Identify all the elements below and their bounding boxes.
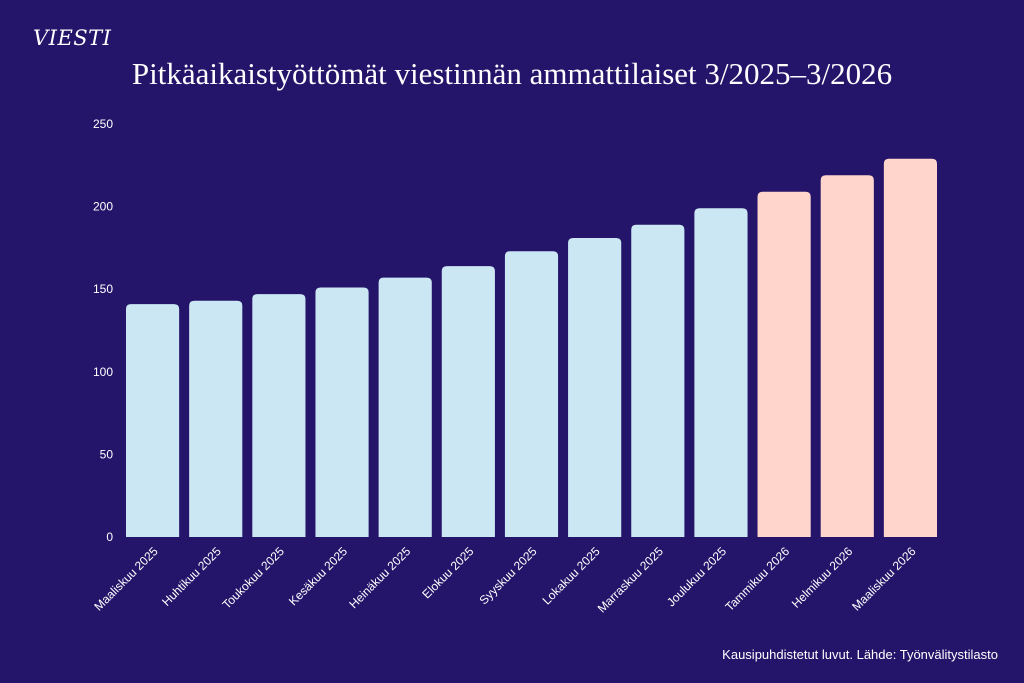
bar	[126, 304, 180, 537]
x-tick-label: Huhtikuu 2025	[159, 544, 224, 609]
bar	[883, 158, 937, 537]
bar	[441, 266, 495, 537]
x-tick-label: Marraskuu 2025	[595, 544, 666, 615]
bar	[820, 175, 874, 537]
source-note: Kausipuhdistetut luvut. Lähde: Työnvälit…	[722, 647, 998, 662]
x-tick-label: Maaliskuu 2026	[849, 544, 919, 614]
bar	[631, 224, 685, 537]
x-tick-label: Helmikuu 2026	[789, 544, 856, 611]
bar	[189, 300, 243, 537]
bar	[694, 208, 748, 537]
bar	[378, 277, 432, 537]
bar	[504, 251, 559, 538]
bars-group	[126, 158, 937, 538]
bar	[315, 287, 369, 537]
y-tick-label: 150	[93, 282, 113, 296]
x-tick-label: Kesäkuu 2025	[286, 544, 350, 608]
x-tick-label: Syyskuu 2025	[476, 544, 539, 607]
y-axis: 0 50 100 150 200 250	[93, 117, 113, 544]
x-tick-label: Maaliskuu 2025	[91, 544, 161, 614]
chart-title: Pitkäaikaistyöttömät viestinnän ammattil…	[131, 56, 893, 91]
y-tick-label: 100	[93, 365, 113, 379]
bar	[757, 191, 811, 537]
bar	[252, 294, 306, 537]
x-tick-label: Heinäkuu 2025	[346, 544, 413, 611]
y-tick-label: 50	[100, 447, 114, 461]
brand-logo: VIESTI	[33, 26, 112, 50]
y-tick-label: 250	[93, 117, 113, 131]
x-tick-label: Tammikuu 2026	[722, 544, 792, 614]
y-tick-label: 200	[93, 200, 113, 214]
x-tick-label: Elokuu 2025	[419, 544, 476, 601]
y-tick-label: 0	[106, 530, 113, 544]
bar	[568, 237, 622, 537]
x-tick-label: Lokakuu 2025	[540, 544, 603, 607]
x-tick-label: Joulukuu 2025	[664, 544, 729, 609]
x-tick-label: Toukokuu 2025	[220, 544, 288, 612]
